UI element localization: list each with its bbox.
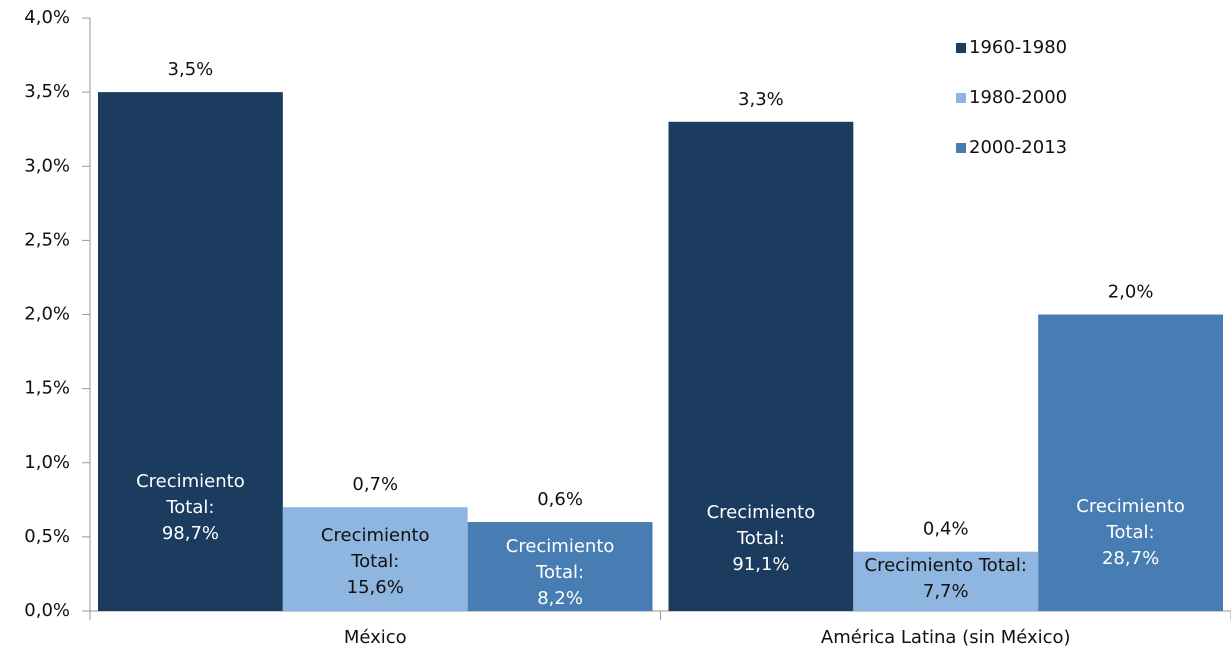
bar: [853, 551, 1039, 611]
value-label: 3,5%: [168, 59, 214, 80]
value-label: 2,0%: [1108, 282, 1154, 303]
y-tick-label: 3,0%: [24, 155, 70, 176]
legend-label: 1980-2000: [969, 87, 1067, 108]
bar-note: Crecimiento Total:: [865, 555, 1027, 576]
y-tick-label: 0,5%: [24, 526, 70, 547]
bar-note: Crecimiento: [1076, 496, 1185, 517]
bar-note: Crecimiento: [321, 525, 430, 546]
legend-swatch: [956, 93, 966, 103]
bar: [282, 507, 468, 611]
bar: [98, 92, 283, 611]
value-label: 0,7%: [352, 474, 398, 495]
legend-label: 2000-2013: [969, 137, 1067, 158]
legend-swatch: [956, 143, 966, 153]
bar: [1038, 314, 1223, 611]
bar-note: Crecimiento: [136, 471, 245, 492]
x-tick-label: América Latina (sin México): [821, 627, 1071, 648]
y-tick-label: 1,5%: [24, 378, 70, 399]
y-tick-label: 4,0%: [24, 7, 70, 28]
y-tick-label: 2,0%: [24, 304, 70, 325]
y-tick-label: 0,0%: [24, 600, 70, 621]
bar: [467, 522, 653, 611]
bar-note: 28,7%: [1102, 548, 1159, 569]
bar-note: 91,1%: [732, 554, 789, 575]
y-tick-label: 1,0%: [24, 452, 70, 473]
bar-note: 15,6%: [347, 577, 404, 598]
y-tick-label: 2,5%: [24, 229, 70, 250]
bar-note: Total:: [350, 551, 399, 572]
bar-note: 98,7%: [162, 523, 219, 544]
legend-label: 1960-1980: [969, 37, 1067, 58]
x-tick-label: México: [344, 627, 407, 648]
value-label: 0,6%: [537, 489, 583, 510]
bar-note: Total:: [1106, 522, 1155, 543]
bar: [668, 121, 854, 612]
bar-note: 8,2%: [537, 588, 583, 609]
bar-note: Total:: [165, 497, 214, 518]
value-label: 0,4%: [923, 519, 969, 540]
bar-note: 7,7%: [923, 581, 969, 602]
bar-note: Crecimiento: [707, 502, 816, 523]
legend-swatch: [956, 43, 966, 53]
bar-note: Total:: [736, 528, 785, 549]
value-label: 3,3%: [738, 89, 784, 110]
bar-note: Total:: [535, 562, 584, 583]
y-tick-label: 3,5%: [24, 81, 70, 102]
bar-note: Crecimiento: [506, 536, 615, 557]
